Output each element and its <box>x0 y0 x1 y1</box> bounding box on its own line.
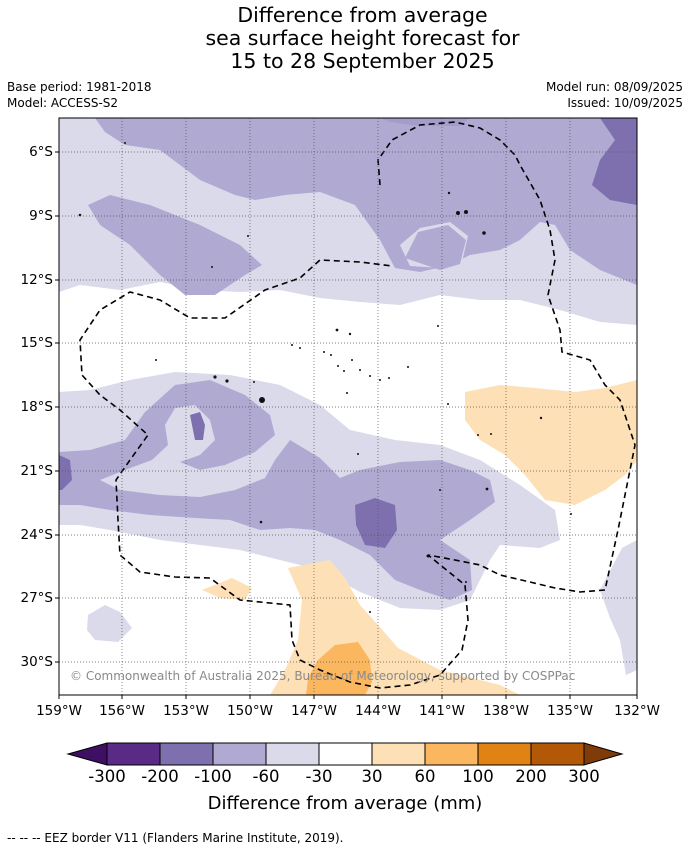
colorbar-tick-label: -30 <box>305 767 333 786</box>
lat-label-24s: 24°S <box>20 527 54 543</box>
chart-title: Difference from average sea surface heig… <box>0 4 690 73</box>
colorbar-tick-label: 300 <box>568 767 600 786</box>
colorbar-bin-1 <box>107 743 160 765</box>
lon-label-132w: 132°W <box>614 703 660 719</box>
model-name: Model: ACCESS-S2 <box>7 96 119 110</box>
lon-label-150w: 150°W <box>227 703 273 719</box>
lon-label-156w: 156°W <box>99 703 145 719</box>
colorbar-bin-4 <box>266 743 319 765</box>
copyright-notice: © Commonwealth of Australia 2025, Bureau… <box>70 669 576 683</box>
lon-label-135w: 135°W <box>547 703 593 719</box>
lon-label-138w: 138°W <box>483 703 529 719</box>
anomaly-region-dark-core-westedge <box>59 455 72 490</box>
colorbar-bin-8 <box>478 743 531 765</box>
anomaly-region-mid-west <box>88 195 262 295</box>
anomaly-region-pos-east <box>465 380 637 505</box>
eez-footnote: -- -- -- EEZ border V11 (Flanders Marine… <box>7 831 344 845</box>
colorbar-bin-5 <box>319 743 372 765</box>
map-fill <box>59 118 637 695</box>
anomaly-region-dark-northtop <box>380 118 470 126</box>
lat-label-9s: 9°S <box>29 208 53 224</box>
lat-label-6s: 6°S <box>29 144 53 160</box>
lon-label-153w: 153°W <box>163 703 209 719</box>
lat-label-30s: 30°S <box>20 654 54 670</box>
issued-date: Issued: 10/09/2025 <box>567 96 683 110</box>
axis-ticks <box>55 151 638 699</box>
colorbar-tick-label: -200 <box>141 767 179 786</box>
anomaly-region-pos-south-core <box>306 642 372 695</box>
colorbar-bin-6 <box>372 743 425 765</box>
lat-label-12s: 12°S <box>20 272 54 288</box>
lon-label-141w: 141°W <box>419 703 465 719</box>
meta-right: Model run: 08/09/2025 Issued: 10/09/2025 <box>546 79 683 111</box>
anomaly-region-dark-northeast <box>592 118 637 205</box>
anomaly-region-dark-core-south <box>355 498 397 548</box>
eez-borders <box>79 121 636 689</box>
colorbar-extend-high <box>583 742 624 766</box>
title-line-1: Difference from average <box>237 3 488 27</box>
lon-label-159w: 159°W <box>36 703 82 719</box>
colorbar-bin-2 <box>160 743 213 765</box>
colorbar-bin-9 <box>531 743 584 765</box>
lon-label-144w: 144°W <box>355 703 401 719</box>
colorbar-bin-3 <box>213 743 266 765</box>
colorbar-tick-label: 100 <box>462 767 494 786</box>
map-gridlines <box>59 118 637 695</box>
colorbar-bin-7 <box>425 743 478 765</box>
lat-label-21s: 21°S <box>20 463 54 479</box>
island-markers <box>78 142 572 613</box>
anomaly-region-pos-southwest <box>202 578 252 600</box>
base-period: Base period: 1981-2018 <box>7 80 152 94</box>
anomaly-region-dark-north-hole <box>405 225 466 270</box>
anomaly-region-dark-core-west <box>190 412 205 440</box>
eez-border-french-polynesia <box>79 121 636 689</box>
lon-label-147w: 147°W <box>291 703 337 719</box>
colorbar-tick-label: -300 <box>88 767 126 786</box>
colorbar-tick-label: -100 <box>194 767 232 786</box>
title-line-3: 15 to 28 September 2025 <box>230 49 495 73</box>
lat-label-15s: 15°S <box>20 335 54 351</box>
colorbar-tick-label: -60 <box>252 767 280 786</box>
model-run: Model run: 08/09/2025 <box>545 80 683 94</box>
colorbar <box>66 742 624 766</box>
title-line-2: sea surface height forecast for <box>205 26 520 50</box>
colorbar-tick-label: 30 <box>361 767 383 786</box>
anomaly-region-light-southwest <box>87 605 132 642</box>
anomaly-region-mid-north <box>95 118 637 285</box>
colorbar-tick-label: 60 <box>414 767 436 786</box>
lat-label-27s: 27°S <box>20 590 54 606</box>
colorbar-extend-low <box>66 742 108 766</box>
lat-label-18s: 18°S <box>20 399 54 415</box>
meta-left: Base period: 1981-2018 Model: ACCESS-S2 <box>7 79 152 111</box>
colorbar-tick-label: 200 <box>515 767 547 786</box>
colorbar-label: Difference from average (mm) <box>207 793 483 814</box>
